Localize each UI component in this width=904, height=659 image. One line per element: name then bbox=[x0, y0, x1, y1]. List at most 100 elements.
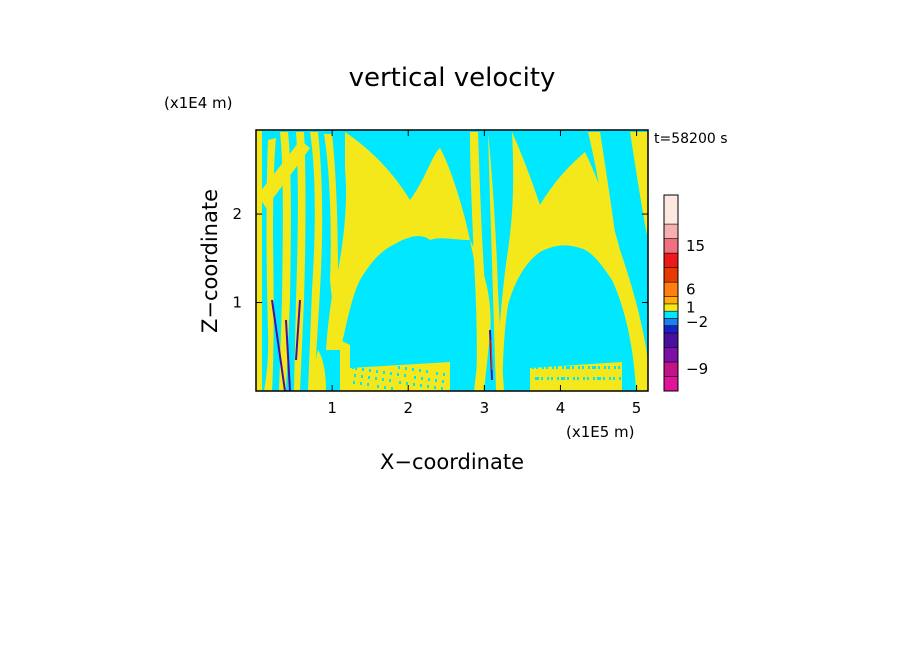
speckle bbox=[604, 366, 606, 369]
colorbar-label: 1 bbox=[686, 299, 696, 317]
speckle bbox=[594, 366, 596, 369]
speckle bbox=[361, 375, 363, 378]
colorbar-swatch bbox=[663, 318, 679, 326]
speckle bbox=[546, 366, 548, 369]
colorbar: −9 −216 15 bbox=[663, 194, 708, 392]
colorbar-label: −9 bbox=[686, 360, 708, 378]
speckle bbox=[578, 366, 580, 369]
colorbar-swatch bbox=[663, 310, 679, 319]
speckle bbox=[551, 377, 553, 380]
speckle bbox=[592, 366, 594, 369]
colorbar-swatch bbox=[663, 223, 679, 239]
speckle bbox=[556, 366, 558, 369]
speckle bbox=[368, 376, 370, 379]
colorbar-swatch bbox=[663, 267, 679, 283]
colorbar-label: 6 bbox=[686, 280, 696, 298]
speckle bbox=[561, 377, 563, 380]
speckle bbox=[609, 377, 611, 380]
speckle bbox=[541, 377, 543, 380]
speckle bbox=[398, 366, 400, 369]
updraft-band bbox=[314, 350, 326, 391]
updraft-band bbox=[630, 132, 648, 240]
speckle bbox=[413, 383, 415, 386]
colorbar-swatch bbox=[663, 325, 679, 334]
speckle bbox=[557, 377, 559, 380]
x-axis-label: X−coordinate bbox=[380, 450, 524, 474]
speckle bbox=[542, 366, 544, 369]
updraft-band bbox=[530, 362, 622, 391]
speckle bbox=[618, 366, 620, 369]
x-tick-label: 5 bbox=[632, 399, 642, 417]
speckle bbox=[598, 366, 600, 369]
speckle bbox=[567, 377, 569, 380]
axis-ticks: 1 2 3 4 5 1 2 bbox=[232, 130, 648, 417]
updraft-band bbox=[326, 132, 470, 350]
speckle bbox=[536, 366, 538, 369]
speckle bbox=[360, 382, 362, 385]
updraft-band bbox=[350, 362, 450, 391]
speckle bbox=[420, 384, 422, 387]
speckle bbox=[412, 368, 414, 371]
updraft-band bbox=[324, 134, 338, 300]
updraft-band bbox=[488, 133, 504, 391]
velocity-field bbox=[256, 130, 648, 391]
x-tick-label: 3 bbox=[480, 399, 490, 417]
colorbar-swatch bbox=[663, 347, 679, 363]
speckle bbox=[362, 368, 364, 371]
speckle bbox=[391, 387, 393, 390]
y-axis-label: Z−coordinate bbox=[198, 189, 222, 333]
speckle bbox=[552, 366, 554, 369]
colorbar-swatch bbox=[663, 376, 679, 392]
speckle bbox=[384, 386, 386, 389]
speckle bbox=[566, 366, 568, 369]
speckle bbox=[563, 377, 565, 380]
updraft-band bbox=[340, 340, 350, 391]
speckle bbox=[399, 381, 401, 384]
speckle bbox=[583, 377, 585, 380]
speckle bbox=[352, 366, 354, 369]
speckle bbox=[562, 366, 564, 369]
colorbar-swatch bbox=[663, 332, 679, 348]
time-label: t=58200 s bbox=[654, 131, 728, 147]
speckle bbox=[436, 372, 438, 375]
speckle bbox=[582, 366, 584, 369]
speckle bbox=[375, 377, 377, 380]
speckle bbox=[532, 366, 534, 369]
speckle bbox=[603, 377, 605, 380]
updraft-band bbox=[496, 132, 648, 391]
speckle bbox=[619, 377, 621, 380]
speckle bbox=[599, 377, 601, 380]
plot-frame bbox=[255, 129, 649, 392]
speckle bbox=[535, 377, 537, 380]
colorbar-swatch bbox=[663, 252, 679, 268]
updraft-band bbox=[588, 132, 616, 240]
speckle bbox=[613, 377, 615, 380]
speckle bbox=[406, 382, 408, 385]
speckle bbox=[547, 377, 549, 380]
speckle bbox=[405, 367, 407, 370]
speckle bbox=[573, 377, 575, 380]
colorbar-frame bbox=[663, 194, 679, 392]
speckle bbox=[382, 378, 384, 381]
speckle bbox=[397, 373, 399, 376]
speckle bbox=[597, 377, 599, 380]
speckle bbox=[376, 370, 378, 373]
speckle bbox=[577, 377, 579, 380]
updraft-streak bbox=[490, 339, 493, 371]
y-unit-label: (x1E4 m) bbox=[164, 94, 233, 112]
speckle bbox=[354, 374, 356, 377]
speckle bbox=[568, 366, 570, 369]
speckle bbox=[421, 377, 423, 380]
speckle bbox=[428, 378, 430, 381]
speckle bbox=[435, 379, 437, 382]
chart-title: vertical velocity bbox=[349, 63, 556, 93]
updraft-band bbox=[279, 132, 291, 391]
speckle bbox=[588, 366, 590, 369]
updraft-band bbox=[470, 132, 487, 391]
speckle bbox=[404, 374, 406, 377]
colorbar-swatch bbox=[663, 194, 679, 225]
speckle bbox=[377, 385, 379, 388]
speckle bbox=[608, 366, 610, 369]
x-tick-label: 4 bbox=[556, 399, 566, 417]
